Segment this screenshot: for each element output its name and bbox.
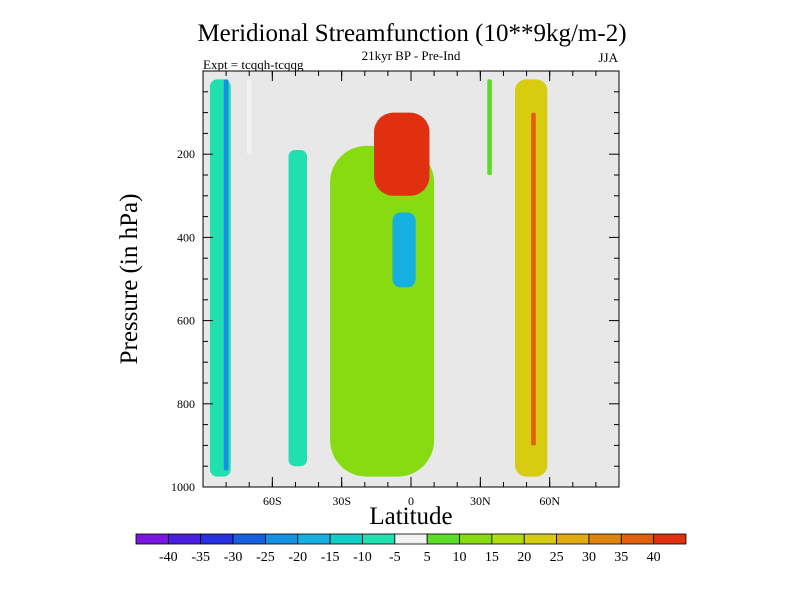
colorbar-label: 5	[424, 550, 431, 565]
colorbar-swatch	[491, 533, 525, 545]
colorbar-label: -35	[191, 550, 210, 565]
colorbar-swatch	[459, 533, 493, 545]
contour-region-7	[392, 212, 416, 288]
colorbar-label: -25	[256, 550, 275, 565]
x-tick-label: 0	[408, 494, 414, 508]
colorbar-swatch	[297, 533, 331, 545]
axis-ticks	[202, 71, 620, 488]
y-axis-label: Pressure (in hPa)	[116, 194, 143, 365]
colorbar-swatch	[362, 533, 396, 545]
colorbar-swatch	[653, 533, 687, 545]
colorbar-swatch	[167, 533, 202, 545]
plot-frame	[202, 70, 620, 488]
contour-region-3	[246, 79, 252, 155]
colorbar-swatch	[588, 533, 622, 545]
y-tick-label: 800	[177, 397, 195, 411]
contour-region-9	[515, 79, 548, 477]
y-tick-label: 600	[177, 314, 195, 328]
colorbar: -40 -35 -30 -25 -20 -15 -10 -5 5 10 15 20 25 30 35 40	[135, 533, 687, 565]
colorbar-label: 25	[550, 550, 564, 565]
x-tick-label: 30N	[470, 494, 491, 508]
colorbar-label: 20	[517, 550, 531, 565]
colorbar-swatch	[329, 533, 363, 545]
colorbar-swatch	[265, 533, 299, 545]
colorbar-label: 35	[614, 550, 628, 565]
experiment-label: Expt = tcqqh-tcqqg	[203, 57, 304, 72]
colorbar-label: -20	[288, 550, 307, 565]
y-tick-label: 1000	[171, 480, 195, 494]
contour-region-4	[288, 150, 307, 467]
colorbar-label: -15	[321, 550, 340, 565]
colorbar-label: 40	[647, 550, 661, 565]
colorbar-label: -40	[159, 550, 178, 565]
chart-title: Meridional Streamfunction (10**9kg/m-2)	[197, 20, 626, 47]
contour-region-6	[374, 112, 430, 196]
y-tick-label: 400	[177, 230, 195, 244]
contour-fill-group	[209, 79, 548, 477]
colorbar-label: -5	[389, 550, 401, 565]
x-tick-label: 60N	[539, 494, 560, 508]
contour-region-2	[223, 79, 229, 471]
colorbar-swatch	[200, 533, 234, 545]
colorbar-swatch	[394, 533, 428, 545]
x-axis-label: Latitude	[369, 503, 452, 530]
colorbar-label: 10	[453, 550, 467, 565]
contour-region-8	[487, 79, 492, 175]
contour-region-5	[330, 145, 435, 477]
colorbar-swatch	[620, 533, 655, 545]
season-label: JJA	[598, 50, 618, 65]
x-tick-label: 60S	[263, 494, 282, 508]
x-tick-label: 30S	[332, 494, 351, 508]
axis-tick-labels: 60S 30S 0 30N 60N 200 400 600 800 1000	[171, 147, 560, 508]
colorbar-swatch	[556, 533, 590, 545]
colorbar-swatch	[232, 533, 266, 545]
contour-region-10	[531, 112, 536, 446]
y-tick-label: 200	[177, 147, 195, 161]
colorbar-label: 15	[485, 550, 499, 565]
chart-subtitle: 21kyr BP - Pre-Ind	[362, 48, 461, 63]
colorbar-label: -30	[224, 550, 243, 565]
colorbar-label: 30	[582, 550, 596, 565]
colorbar-swatch	[426, 533, 460, 545]
colorbar-swatch	[523, 533, 557, 545]
colorbar-label: -10	[353, 550, 372, 565]
colorbar-swatch	[135, 533, 169, 545]
